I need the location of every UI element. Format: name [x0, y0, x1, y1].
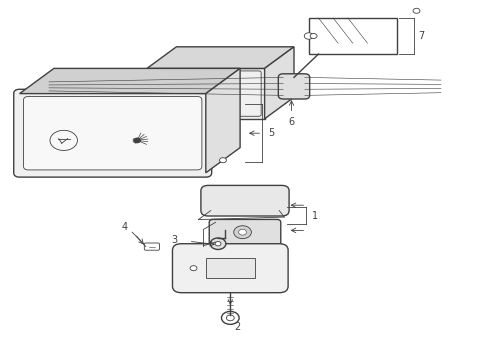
- Circle shape: [220, 158, 226, 163]
- Polygon shape: [147, 47, 294, 68]
- Circle shape: [234, 226, 251, 239]
- FancyBboxPatch shape: [209, 220, 281, 245]
- FancyBboxPatch shape: [14, 89, 212, 177]
- FancyBboxPatch shape: [172, 244, 288, 293]
- FancyBboxPatch shape: [201, 185, 289, 216]
- Text: 7: 7: [418, 31, 424, 41]
- Circle shape: [215, 242, 221, 246]
- FancyBboxPatch shape: [278, 74, 310, 99]
- Circle shape: [133, 138, 141, 143]
- Bar: [206, 258, 255, 278]
- Bar: [309, 18, 397, 54]
- FancyBboxPatch shape: [144, 243, 160, 250]
- Text: 2: 2: [235, 322, 241, 332]
- Text: 1: 1: [312, 211, 318, 221]
- Circle shape: [413, 8, 420, 13]
- Text: 6: 6: [289, 117, 294, 127]
- Polygon shape: [206, 68, 240, 173]
- Text: 4: 4: [122, 222, 128, 232]
- Circle shape: [226, 315, 234, 321]
- Circle shape: [304, 33, 313, 39]
- Circle shape: [190, 266, 197, 271]
- Circle shape: [50, 130, 77, 150]
- Circle shape: [221, 311, 239, 324]
- Text: 3: 3: [171, 235, 177, 245]
- Polygon shape: [20, 68, 240, 94]
- Circle shape: [310, 33, 317, 39]
- FancyBboxPatch shape: [24, 96, 202, 170]
- Circle shape: [210, 238, 226, 249]
- Polygon shape: [147, 68, 265, 119]
- Circle shape: [239, 229, 246, 235]
- Text: 5: 5: [269, 128, 275, 138]
- Polygon shape: [265, 47, 294, 119]
